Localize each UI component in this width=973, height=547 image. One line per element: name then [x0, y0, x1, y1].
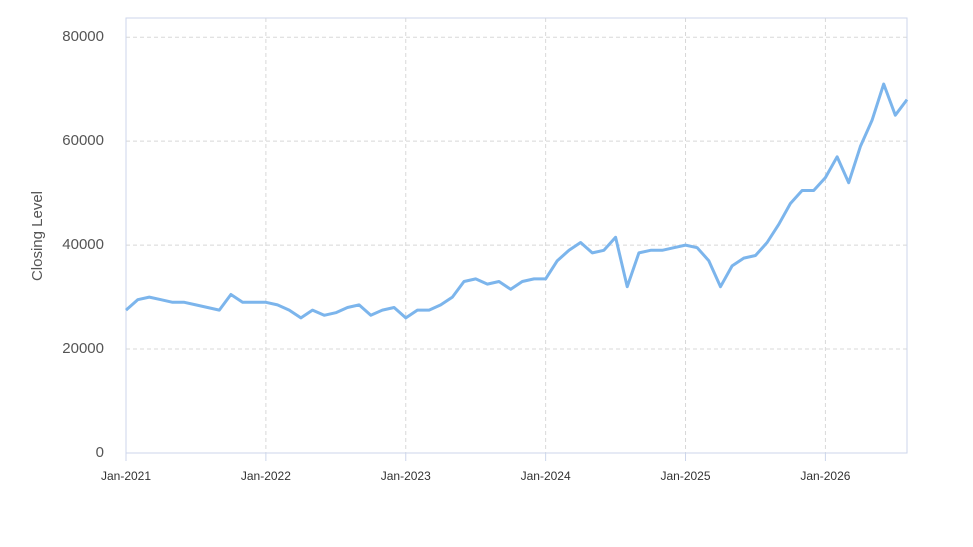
plot-frame [125, 17, 908, 454]
x-tick-label: Jan-2022 [241, 469, 291, 483]
x-tick-label: Jan-2024 [521, 469, 571, 483]
data-line [125, 82, 909, 320]
y-axis-label: Closing Level [29, 191, 46, 281]
x-tick-label: Jan-2021 [101, 469, 151, 483]
y-tick-label: 0 [96, 444, 104, 461]
y-tick-label: 80000 [62, 28, 104, 45]
x-tick-label: Jan-2025 [660, 469, 710, 483]
x-tick-label: Jan-2026 [800, 469, 850, 483]
y-tick-label: 40000 [62, 236, 104, 253]
x-tick-label: Jan-2023 [381, 469, 431, 483]
y-tick-label: 60000 [62, 132, 104, 149]
y-tick-label: 20000 [62, 340, 104, 357]
